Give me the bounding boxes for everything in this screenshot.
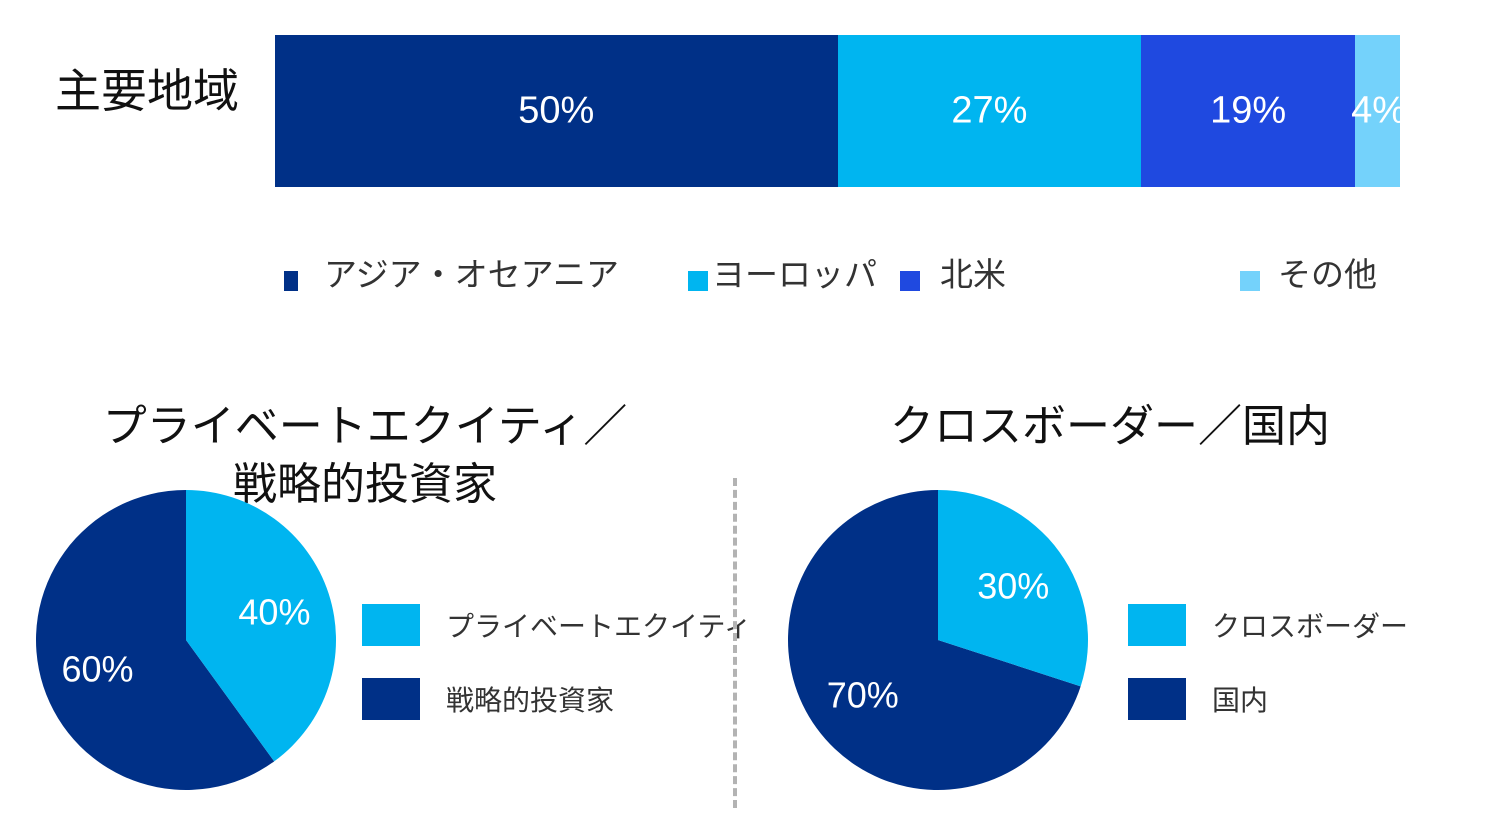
bar-label-north-america: 19% [1210, 89, 1287, 132]
section-divider [733, 478, 737, 808]
region-chart-title: 主要地域 [55, 64, 239, 118]
legend-item-strategic: 戦略的投資家 [362, 678, 614, 720]
bar-label-asia-oceania: 50% [518, 89, 595, 132]
pie-left-title-line1: プライベートエクイティ／ [102, 401, 628, 452]
legend-swatch-other [1240, 271, 1260, 291]
pie-label-strategic: 60% [62, 649, 134, 690]
pie-slice-strategic [36, 490, 275, 790]
region-stacked-bar: 50% 27% 19% 4% [275, 35, 1400, 187]
legend-label-asia-oceania: アジア・オセアニア [324, 255, 620, 294]
legend-item-domestic: 国内 [1128, 678, 1268, 720]
bar-segment-europe: 27% [837, 35, 1142, 187]
legend-item-asia-oceania: アジア・オセアニア [284, 248, 619, 296]
pie-left-title: プライベートエクイティ／ 戦略的投資家 [60, 398, 670, 514]
pie-label-domestic: 70% [827, 675, 899, 716]
legend-item-other: その他 [1240, 248, 1377, 296]
pie-label-private-equity: 40% [238, 591, 310, 632]
legend-label-domestic: 国内 [1212, 684, 1269, 717]
legend-swatch-north-america [900, 271, 920, 291]
legend-label-europe: ヨーロッパ [712, 255, 877, 294]
legend-label-strategic: 戦略的投資家 [446, 684, 615, 717]
legend-item-europe: ヨーロッパ [688, 248, 877, 296]
legend-swatch-europe [688, 271, 708, 291]
pie-slice-cross-border [938, 490, 1088, 687]
legend-swatch-private-equity [362, 604, 420, 646]
pie-right-chart: 30% 70% [788, 490, 1088, 790]
legend-swatch-cross-border [1128, 604, 1186, 646]
pie-left-title-line2: 戦略的投資家 [233, 459, 497, 510]
pie-slice-private-equity [186, 490, 336, 762]
legend-item-cross-border: クロスボーダー [1128, 604, 1408, 646]
bar-segment-north-america: 19% [1141, 35, 1355, 187]
legend-swatch-strategic [362, 678, 420, 720]
region-legend: アジア・オセアニア ヨーロッパ 北米 その他 [280, 248, 1410, 298]
legend-item-private-equity: プライベートエクイティ [362, 604, 752, 646]
bar-label-europe: 27% [951, 89, 1028, 132]
bar-segment-other: 4% [1351, 35, 1400, 187]
bar-segment-asia-oceania: 50% [275, 35, 838, 187]
legend-label-cross-border: クロスボーダー [1212, 610, 1409, 643]
pie-left-legend: プライベートエクイティ 戦略的投資家 [362, 604, 752, 734]
legend-label-other: その他 [1278, 255, 1377, 294]
pie-right-title: クロスボーダー／国内 [890, 401, 1330, 452]
legend-label-private-equity: プライベートエクイティ [446, 610, 752, 643]
legend-label-north-america: 北米 [940, 255, 1006, 294]
pie-label-cross-border: 30% [977, 565, 1049, 606]
pie-right-legend: クロスボーダー 国内 [1128, 604, 1468, 734]
legend-swatch-domestic [1128, 678, 1186, 720]
legend-item-north-america: 北米 [900, 248, 1006, 296]
pie-slice-domestic [788, 490, 1081, 790]
legend-swatch-asia-oceania [284, 271, 298, 291]
pie-left-chart: 40% 60% [36, 490, 336, 790]
bar-label-other: 4% [1351, 89, 1400, 132]
